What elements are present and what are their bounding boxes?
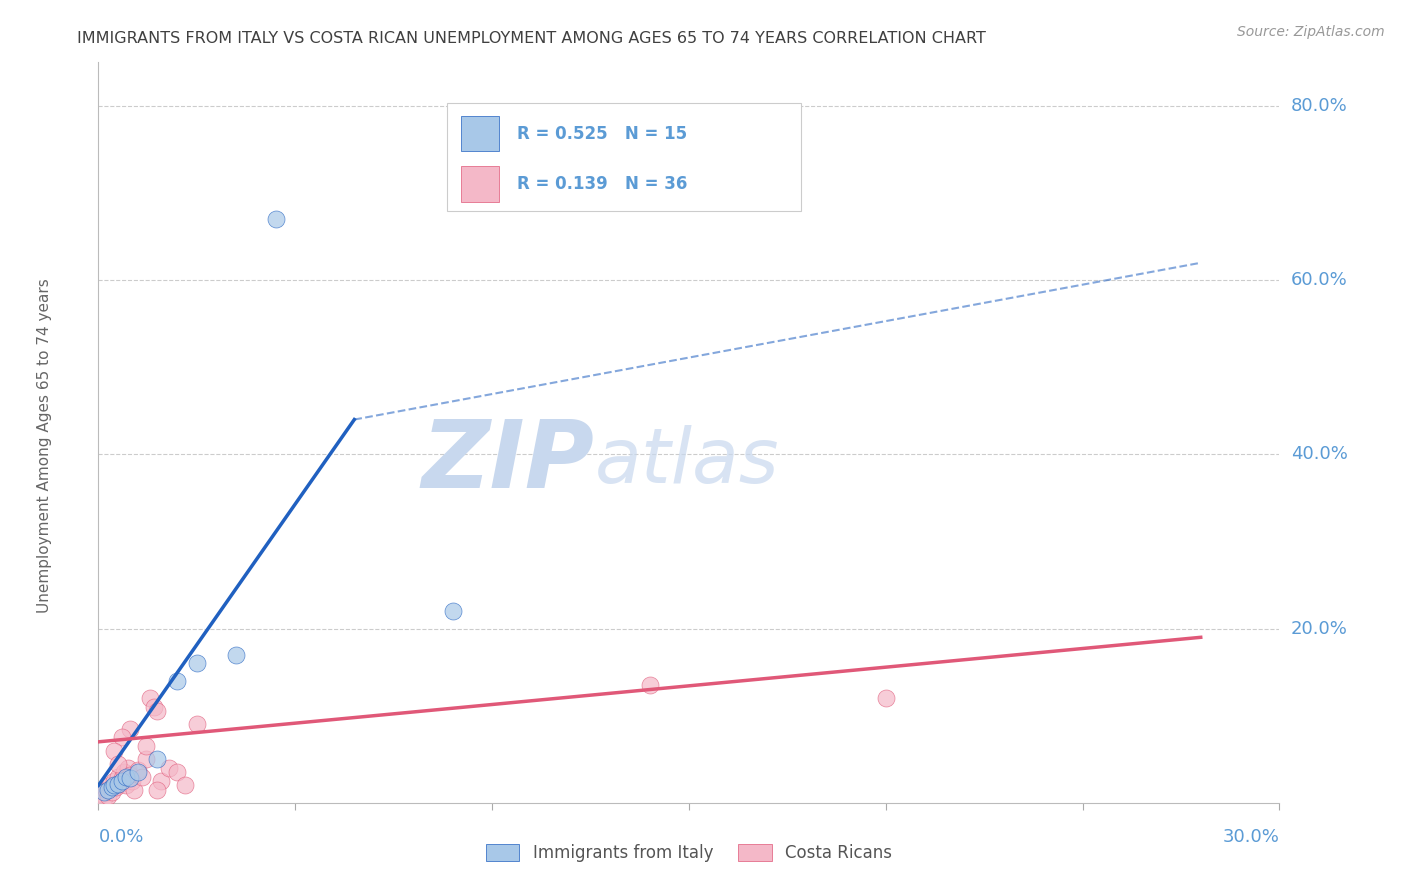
Point [142, 700, 165, 714]
Point [108, 777, 131, 791]
Point [166, 765, 188, 780]
Point [127, 765, 149, 780]
Point [121, 774, 143, 789]
Point [875, 691, 897, 706]
Point [131, 770, 153, 784]
Point [186, 657, 208, 671]
Point [138, 691, 160, 706]
Point [157, 761, 180, 775]
Point [115, 778, 138, 792]
Point [111, 731, 134, 745]
Point [93, 785, 115, 799]
Point [118, 772, 141, 786]
Text: IMMIGRANTS FROM ITALY VS COSTA RICAN UNEMPLOYMENT AMONG AGES 65 TO 74 YEARS CORR: IMMIGRANTS FROM ITALY VS COSTA RICAN UNE… [77, 31, 986, 46]
Point [101, 780, 124, 794]
Point [146, 704, 169, 718]
Point [111, 772, 134, 786]
Point [98, 778, 121, 792]
Bar [461, 167, 499, 202]
Point [174, 778, 197, 792]
Text: R = 0.139   N = 36: R = 0.139 N = 36 [516, 175, 688, 194]
Point [93, 791, 115, 805]
Text: Unemployment Among Ages 65 to 74 years: Unemployment Among Ages 65 to 74 years [38, 278, 52, 614]
Point [118, 768, 141, 782]
Point [91, 787, 114, 801]
Point [107, 777, 129, 791]
Point [101, 785, 124, 799]
Text: ZIP: ZIP [422, 417, 595, 508]
Text: R = 0.525   N = 15: R = 0.525 N = 15 [516, 125, 686, 143]
Legend: Immigrants from Italy, Costa Ricans: Immigrants from Italy, Costa Ricans [479, 837, 898, 869]
Text: atlas: atlas [595, 425, 779, 500]
FancyBboxPatch shape [447, 103, 801, 211]
Text: 0.0%: 0.0% [98, 828, 143, 846]
Point [135, 739, 157, 754]
Point [103, 778, 125, 792]
Point [105, 780, 128, 794]
Point [97, 789, 120, 803]
Point [264, 212, 287, 227]
Point [107, 756, 129, 771]
Text: 20.0%: 20.0% [1291, 620, 1347, 638]
Point [225, 648, 247, 662]
Text: 60.0%: 60.0% [1291, 271, 1347, 289]
Point [115, 770, 138, 784]
Text: 30.0%: 30.0% [1223, 828, 1279, 846]
Point [127, 763, 149, 777]
Point [96, 782, 118, 797]
Point [166, 673, 188, 688]
Point [112, 765, 135, 780]
Point [146, 752, 169, 766]
Point [186, 717, 208, 731]
Point [150, 774, 173, 789]
Point [122, 782, 145, 797]
Point [103, 774, 125, 789]
Text: 80.0%: 80.0% [1291, 97, 1347, 115]
Point [107, 770, 129, 784]
Text: Source: ZipAtlas.com: Source: ZipAtlas.com [1237, 25, 1385, 39]
Point [441, 604, 464, 618]
Point [117, 761, 139, 775]
Point [111, 774, 134, 789]
Point [103, 743, 125, 757]
Point [118, 722, 141, 736]
Point [146, 782, 169, 797]
Point [135, 752, 157, 766]
Point [97, 782, 120, 797]
Bar [461, 116, 499, 152]
Text: 40.0%: 40.0% [1291, 445, 1347, 464]
Point [638, 678, 661, 692]
